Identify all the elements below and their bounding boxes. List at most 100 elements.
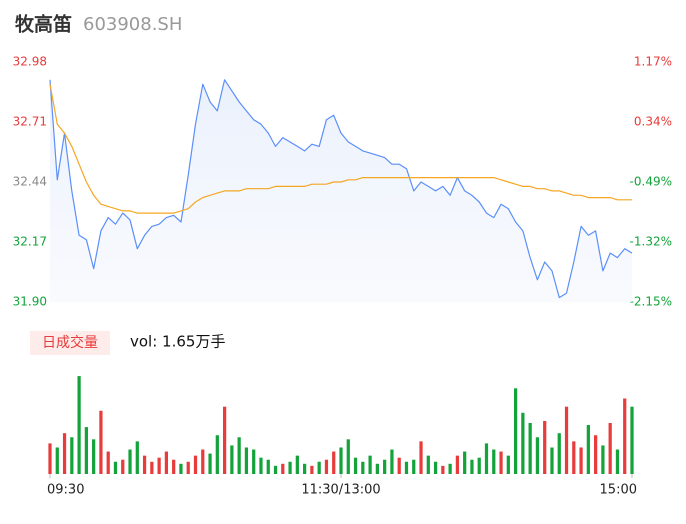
volume-bar: [594, 435, 598, 474]
volume-bar: [157, 457, 161, 474]
volume-bar: [99, 410, 103, 474]
y2-tick-label: 0.34%: [634, 115, 672, 129]
y-tick-label: 32.44: [13, 175, 47, 189]
volume-bar: [201, 449, 205, 474]
volume-bar: [84, 427, 88, 474]
y-tick-label: 32.98: [13, 55, 47, 69]
volume-bar: [208, 453, 212, 474]
volume-bar: [135, 441, 139, 474]
x-tick-label: 09:30: [47, 483, 84, 498]
volume-bar: [572, 441, 576, 474]
panel-label-box: [30, 331, 110, 355]
volume-bar: [92, 439, 96, 474]
volume-bar: [353, 457, 358, 474]
y2-tick-label: -1.32%: [630, 235, 672, 249]
volume-bar: [506, 455, 510, 474]
volume-bar: [121, 459, 125, 474]
volume-bar: [193, 455, 198, 474]
volume-bar: [288, 461, 292, 474]
volume-bar: [470, 459, 474, 474]
volume-bar: [630, 406, 634, 474]
volume-bar: [273, 465, 278, 474]
volume-bar: [557, 433, 561, 474]
volume-bar: [237, 437, 241, 474]
volume-bar: [281, 463, 285, 474]
volume-bar: [535, 437, 540, 474]
volume-bar: [513, 388, 518, 474]
x-tick-label: 15:00: [600, 483, 637, 498]
volume-bar: [230, 445, 234, 474]
volume-bar: [426, 455, 430, 474]
volume-bar: [164, 451, 169, 474]
volume-bar: [266, 459, 270, 474]
volume-bar: [492, 449, 496, 474]
volume-bar: [186, 461, 190, 474]
volume-bar: [48, 443, 52, 474]
panel-label: 日成交量: [42, 334, 98, 351]
volume-bar: [252, 449, 256, 474]
volume-bar: [455, 455, 460, 474]
volume-bar: [433, 461, 438, 474]
volume-bar: [215, 435, 219, 474]
volume-bar: [106, 451, 110, 474]
volume-bar: [172, 459, 176, 474]
volume-bar: [339, 447, 343, 474]
volume-bar: [62, 433, 67, 474]
volume-bar: [615, 449, 620, 474]
volume-bar: [244, 447, 249, 474]
volume-bar: [441, 465, 445, 474]
volume-bar: [463, 451, 467, 474]
chart-title: 牧高笛: [15, 13, 72, 36]
volume-bar: [375, 463, 379, 474]
volume-bar: [564, 406, 569, 474]
volume-bar: [383, 459, 387, 474]
volume-bar: [397, 457, 401, 474]
volume-bar: [521, 412, 525, 474]
volume-bar: [361, 461, 365, 474]
volume-bar: [419, 441, 423, 474]
volume-bar: [543, 420, 547, 474]
volume-bar: [295, 455, 299, 474]
volume-bar: [310, 465, 314, 474]
x-tick-label: 11:30/13:00: [301, 483, 380, 498]
volume-bar: [608, 423, 612, 474]
y-tick-label: 32.71: [13, 115, 47, 129]
volume-bar: [128, 449, 132, 474]
volume-bar: [623, 398, 627, 474]
volume-bar: [528, 423, 532, 474]
volume-bar: [368, 455, 372, 474]
y-tick-label: 31.90: [13, 295, 47, 309]
volume-bar: [484, 443, 489, 474]
price-area: [50, 79, 632, 302]
volume-bar: [550, 447, 554, 474]
average-line: [49, 84, 632, 214]
volume-bar: [601, 445, 605, 474]
chart-subtitle: 603908.SH: [83, 14, 182, 35]
y2-tick-label: 1.17%: [634, 55, 672, 69]
y2-tick-label: -0.49%: [630, 175, 672, 189]
volume-bar: [346, 439, 350, 474]
volume-bar: [390, 449, 394, 474]
y2-tick-label: -2.15%: [630, 295, 672, 309]
volume-bar: [499, 451, 503, 474]
volume-bar: [579, 447, 583, 474]
volume-bar: [404, 461, 409, 474]
volume-bar: [259, 457, 263, 474]
volume-bar: [448, 463, 452, 474]
volume-bar: [113, 461, 118, 474]
y-tick-label: 32.17: [13, 235, 47, 249]
volume-bar: [222, 406, 227, 474]
volume-bar: [77, 376, 81, 474]
volume-bar: [324, 459, 329, 474]
volume-bar: [477, 457, 481, 474]
volume-bar: [586, 425, 590, 474]
price-line: [49, 79, 633, 299]
volume-bar: [412, 459, 416, 474]
volume-bar: [70, 437, 74, 474]
volume-bar: [332, 451, 336, 474]
volume-bar: [150, 461, 154, 474]
volume-bar: [179, 463, 183, 474]
volume-bar: [142, 455, 147, 474]
